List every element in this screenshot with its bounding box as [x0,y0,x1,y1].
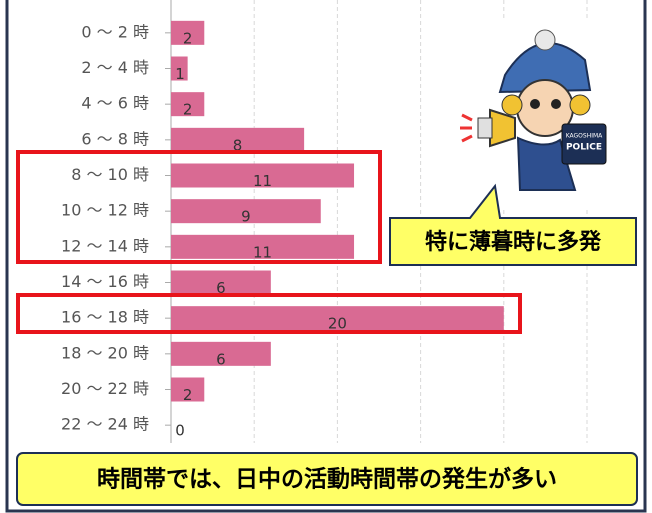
value-label: 6 [216,350,226,368]
callout [389,183,637,266]
bar [171,56,188,81]
y-tick-label: 6 ～ 8 時 [81,129,149,148]
value-label: 1 [175,65,185,83]
y-tick-label: 20 ～ 22 時 [61,379,149,398]
highlight-box [16,293,522,334]
y-tick-label: 4 ～ 6 時 [81,94,149,113]
y-tick-label: 22 ～ 24 時 [61,415,149,434]
y-tick-label: 8 ～ 10 時 [71,165,149,184]
value-label: 8 [233,136,243,154]
value-label: 9 [241,208,251,226]
bar [171,234,355,259]
y-tick-label: 14 ～ 16 時 [61,272,149,291]
y-tick-label: 2 ～ 4 時 [81,58,149,77]
y-tick-label: 0 ～ 2 時 [81,22,149,41]
value-label: 0 [175,422,185,440]
bar [171,306,504,331]
y-tick-label: 16 ～ 18 時 [61,308,149,327]
bar [171,163,355,188]
banner-text: 時間帯では、日中の活動時間帯の発生が多い [97,466,557,493]
y-tick-label: 10 ～ 12 時 [61,201,149,220]
value-label: 20 [328,315,347,333]
bar [171,270,271,295]
callout-text: 特に薄暮時に多発 [425,229,602,255]
value-label: 6 [216,279,226,297]
value-label: 2 [183,386,193,404]
bar [171,199,321,224]
bar [171,377,205,402]
mascot: KAGOSHIMA POLICE [452,18,632,208]
value-label: 11 [253,172,272,190]
value-label: 2 [183,29,193,47]
sign-text: POLICE [566,143,602,153]
bar [171,341,271,366]
value-label: 2 [183,101,193,119]
highlight-box [16,150,382,264]
y-tick-label: 12 ～ 14 時 [61,236,149,255]
bar [171,92,205,117]
bar [171,20,205,45]
value-label: 11 [253,243,272,261]
y-tick-label: 18 ～ 20 時 [61,343,149,362]
bar [171,127,305,152]
sign-text: KAGOSHIMA [566,133,603,140]
banner [16,452,638,506]
